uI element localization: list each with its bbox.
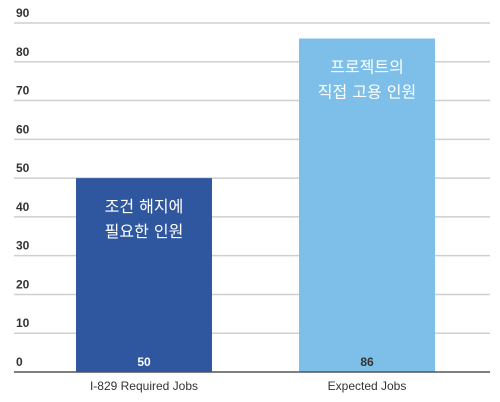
data-label: 50 — [137, 355, 151, 369]
y-tick-label: 30 — [16, 239, 30, 253]
bar-annotation: 직접 고용 인원 — [318, 83, 417, 102]
y-tick-label: 70 — [16, 84, 30, 98]
y-tick-label: 80 — [16, 45, 30, 59]
y-tick-label: 10 — [16, 316, 30, 330]
bar — [299, 38, 435, 373]
bar-annotation: 프로젝트의 — [330, 58, 404, 77]
bar — [76, 178, 212, 372]
data-label: 86 — [360, 355, 374, 369]
y-tick-label: 90 — [16, 6, 30, 20]
y-tick-label: 0 — [16, 355, 23, 369]
y-tick-label: 60 — [16, 122, 30, 136]
x-axis-category-labels: I-829 Required Jobs Expected Jobs — [90, 379, 406, 393]
bar-annotation: 조건 해지에 — [105, 197, 184, 216]
y-tick-label: 20 — [16, 277, 30, 291]
y-tick-label: 50 — [16, 161, 30, 175]
y-tick-label: 40 — [16, 200, 30, 214]
y-axis-tick-labels: 0 10 20 30 40 50 60 70 80 90 — [16, 6, 30, 369]
bar-annotation: 필요한 인원 — [105, 222, 184, 241]
x-tick-label: Expected Jobs — [328, 379, 407, 393]
x-tick-label: I-829 Required Jobs — [90, 379, 198, 393]
